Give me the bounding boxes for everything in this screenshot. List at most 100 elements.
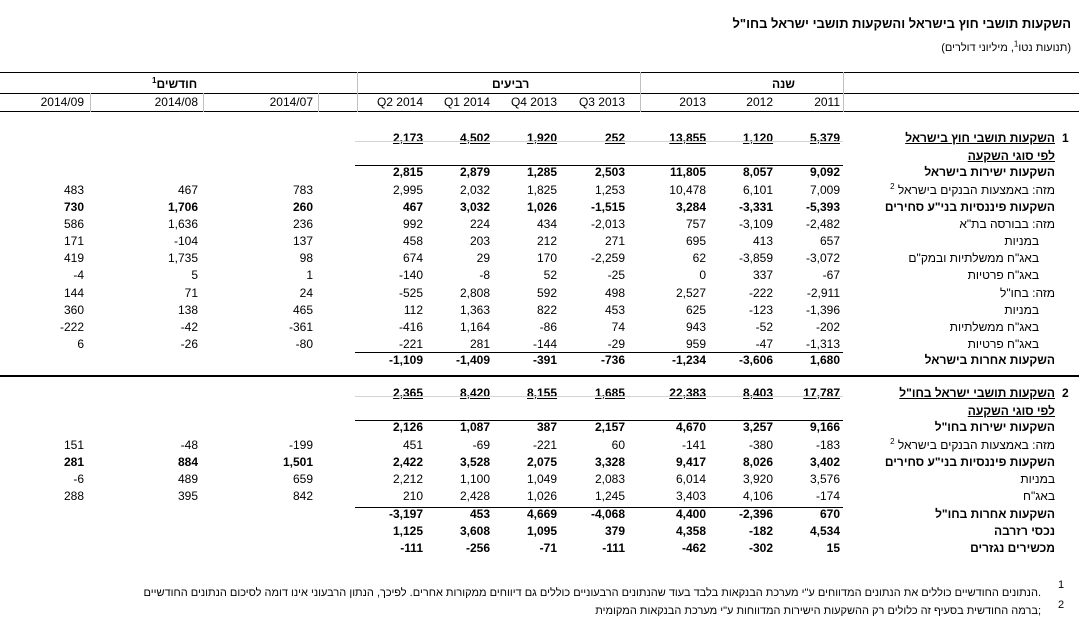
table-cell: -140	[398, 268, 423, 282]
table-cell: 783	[292, 183, 313, 197]
column-header: 2014/07	[269, 95, 313, 109]
table-cell: 10,478	[669, 183, 706, 197]
table-cell: 1,253	[594, 183, 625, 197]
row-label: במניות	[1020, 472, 1055, 486]
table-cell: 2,032	[459, 183, 490, 197]
table-cell: 151	[63, 438, 84, 452]
table-cell: 625	[685, 303, 706, 317]
table-cell: 2,365	[392, 386, 423, 400]
table-cell: 1,120	[742, 131, 773, 145]
table-cell: 1,825	[526, 183, 557, 197]
table-cell: 360	[63, 303, 84, 317]
table-cell: 387	[536, 420, 557, 434]
table-cell: 2,173	[392, 131, 423, 145]
column-header: 2011	[814, 95, 840, 109]
table-cell: 3,402	[809, 455, 840, 469]
row-label: מכשירים נגזרים	[970, 541, 1055, 555]
table-cell: 337	[752, 268, 773, 282]
table-cell: 17,787	[803, 386, 840, 400]
table-cell: -2,259	[590, 251, 625, 265]
table-cell: -3,859	[738, 251, 773, 265]
table-cell: 489	[177, 472, 198, 486]
table-cell: 5	[191, 268, 198, 282]
table-cell: 5,379	[809, 131, 840, 145]
table-cell: 586	[63, 217, 84, 231]
table-cell: -221	[398, 337, 423, 351]
table-cell: 822	[536, 303, 557, 317]
table-cell: 3,328	[594, 455, 625, 469]
table-cell: -4,068	[590, 507, 625, 521]
table-cell: 98	[299, 251, 313, 265]
table-cell: 6,101	[742, 183, 773, 197]
table-cell: 467	[402, 200, 423, 214]
row-label: מזה: בחו"ל	[1000, 286, 1055, 300]
table-cell: 11,805	[669, 165, 706, 179]
table-cell: 1,706	[167, 200, 198, 214]
table-cell: -141	[681, 438, 706, 452]
table-cell: 1,285	[526, 165, 557, 179]
table-cell: 62	[692, 251, 706, 265]
column-header: Q1 2014	[443, 95, 490, 109]
table-cell: -2,396	[738, 507, 773, 521]
row-label: השקעות ישירות בישראל	[924, 165, 1055, 179]
table-cell: 6,014	[675, 472, 706, 486]
table-cell: 144	[63, 286, 84, 300]
table-cell: 674	[402, 251, 423, 265]
table-cell: 9,417	[675, 455, 706, 469]
table-cell: 4,534	[809, 524, 840, 538]
table-cell: 1,100	[459, 472, 490, 486]
table-cell: -111	[602, 541, 625, 555]
table-cell: 170	[536, 251, 557, 265]
table-cell: -25	[607, 268, 625, 282]
table-cell: -1,313	[805, 337, 840, 351]
table-cell: 3,608	[459, 524, 490, 538]
table-cell: -222	[748, 286, 773, 300]
table-cell: -29	[607, 337, 625, 351]
table-cell: 695	[685, 234, 706, 248]
table-cell: 1,087	[459, 420, 490, 434]
table-cell: 453	[469, 507, 490, 521]
table-cell: -71	[539, 541, 557, 555]
table-cell: 281	[63, 455, 84, 469]
table-cell: -222	[59, 320, 84, 334]
table-cell: -183	[815, 438, 840, 452]
table-cell: -182	[748, 524, 773, 538]
table-cell: 943	[685, 320, 706, 334]
table-cell: 592	[536, 286, 557, 300]
table-cell: 60	[611, 438, 625, 452]
table-cell: -4	[73, 268, 84, 282]
row-number: 1	[1062, 131, 1069, 145]
table-cell: -104	[173, 234, 198, 248]
row-label: באג"ח פרטיות	[967, 337, 1039, 351]
table-cell: -144	[532, 337, 557, 351]
page-subtitle: (תנועות נטו1, מיליוני דולרים)	[941, 39, 1071, 54]
table-cell: 6	[77, 337, 84, 351]
table-cell: -391	[532, 353, 557, 367]
table-cell: 2,126	[392, 420, 423, 434]
column-header: 2014/08	[154, 95, 198, 109]
table-cell: -47	[755, 337, 773, 351]
row-label: השקעות ישירות בחו"ל	[934, 420, 1055, 434]
table-cell: -416	[398, 320, 423, 334]
table-cell: -2,482	[805, 217, 840, 231]
table-cell: 2,157	[594, 420, 625, 434]
table-cell: -8	[479, 268, 490, 282]
table-cell: -736	[600, 353, 625, 367]
table-cell: 9,166	[809, 420, 840, 434]
table-cell: -6	[73, 472, 84, 486]
table-cell: -2,911	[806, 286, 840, 300]
total-divider	[355, 352, 843, 353]
group-header-year: שנה	[772, 77, 795, 91]
table-cell: -462	[681, 541, 706, 555]
table-cell: 13,855	[669, 131, 706, 145]
page-title: השקעות תושבי חוץ בישראל והשקעות תושבי יש…	[732, 16, 1071, 31]
table-cell: 138	[177, 303, 198, 317]
table-cell: 1,026	[526, 489, 557, 503]
table-cell: 1,095	[526, 524, 557, 538]
table-cell: -3,606	[738, 353, 773, 367]
table-cell: -174	[815, 489, 840, 503]
table-cell: 2,428	[459, 489, 490, 503]
table-cell: 2,075	[526, 455, 557, 469]
table-cell: 3,403	[675, 489, 706, 503]
table-cell: 288	[63, 489, 84, 503]
